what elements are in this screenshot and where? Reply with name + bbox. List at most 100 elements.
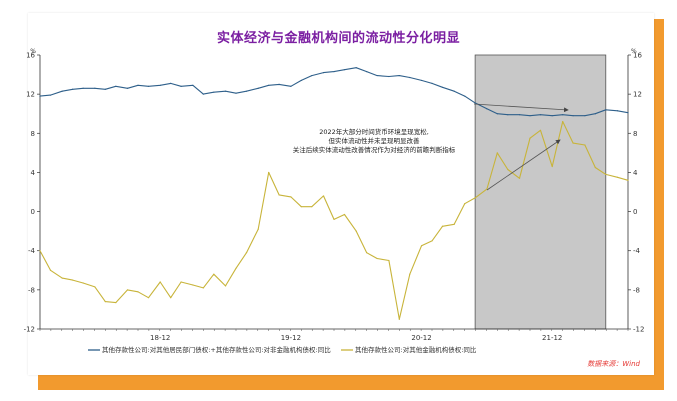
data-point [605, 173, 607, 175]
data-point [355, 67, 357, 69]
data-point [333, 71, 335, 73]
data-point [180, 281, 182, 283]
data-point [409, 76, 411, 79]
data-point [529, 115, 531, 117]
data-point [170, 82, 172, 84]
data-point [115, 301, 117, 304]
x-tick-label: 18-12 [150, 334, 170, 342]
data-point [49, 269, 52, 271]
data-point [126, 87, 129, 89]
y-tick-label-right: -4 [633, 247, 641, 255]
data-point [562, 114, 564, 116]
data-point [257, 87, 259, 89]
chart-title: 实体经济与金融机构间的流动性分化明显 [216, 31, 460, 46]
shaded-period [474, 54, 607, 330]
x-tick-label: 21-12 [542, 334, 562, 342]
data-point [486, 188, 488, 190]
data-point [300, 206, 302, 208]
y-tick-label-right: 8 [633, 130, 637, 138]
data-point [192, 84, 194, 86]
data-point [137, 291, 139, 293]
data-point [61, 90, 63, 92]
data-point [594, 113, 596, 115]
data-point [245, 252, 248, 254]
y-tick-label-right: 0 [633, 208, 637, 216]
data-point [584, 144, 586, 146]
y-tick-label-left: 16 [26, 52, 35, 60]
data-point [496, 152, 498, 154]
data-point [235, 92, 237, 94]
data-point [104, 88, 106, 90]
data-point [627, 179, 629, 181]
data-point [518, 177, 521, 179]
data-point [192, 284, 194, 286]
data-point [82, 282, 84, 284]
data-point [115, 85, 117, 87]
data-point [616, 110, 619, 112]
data-point [496, 113, 498, 115]
data-point [49, 94, 52, 96]
data-point [376, 74, 378, 77]
data-point [464, 203, 466, 205]
y-tick-label-left: -8 [28, 286, 35, 294]
data-point [202, 93, 204, 95]
data-point [300, 79, 302, 82]
data-point [376, 257, 378, 260]
y-tick-label-left: -12 [24, 326, 35, 334]
data-point [529, 137, 531, 139]
legend-label-2: 其他存款性公司:对其他金融机构债权:同比 [355, 345, 477, 354]
data-point [290, 196, 292, 198]
data-point [572, 115, 574, 117]
data-point [159, 84, 161, 86]
data-point [398, 74, 400, 77]
data-point [594, 166, 596, 169]
data-point [147, 297, 150, 299]
data-point [474, 102, 476, 104]
trend-arrow-upper [473, 103, 569, 113]
data-point [551, 115, 553, 117]
y-tick-label-left: 8 [31, 130, 35, 138]
y-tick-label-right: 12 [633, 91, 642, 99]
data-point [278, 194, 280, 196]
data-point [605, 109, 607, 111]
data-point [562, 120, 564, 123]
data-point [104, 301, 106, 303]
data-point [409, 273, 411, 275]
data-point [290, 85, 292, 87]
data-point [72, 88, 74, 90]
data-point [235, 267, 237, 269]
data-point [539, 114, 542, 116]
annotation-line: 关注后续实体流动性改善情况作为对经济的前瞻判断指标 [293, 145, 456, 154]
annotation-line: 2022年大部分时间货币环境呈现宽松, [319, 127, 429, 136]
data-point [159, 281, 161, 283]
data-point [61, 277, 63, 279]
data-point [453, 223, 455, 225]
y-tick-label-left: 4 [31, 169, 36, 177]
data-point [322, 72, 325, 74]
legend-label-1: 其他存款性公司:对其他居民部门债权:+其他存款性公司:对非金融机构债权:同比 [102, 345, 331, 354]
y-tick-label-right: -12 [633, 326, 644, 334]
data-point [224, 90, 227, 92]
data-point [180, 85, 182, 87]
trend-arrow-lower [486, 139, 561, 191]
data-point [486, 108, 488, 110]
data-point [213, 273, 215, 275]
data-point [343, 213, 346, 216]
data-point [333, 218, 335, 220]
data-point [278, 83, 280, 85]
y-tick-label-right: -8 [633, 286, 640, 294]
data-point [213, 91, 215, 93]
data-point [343, 69, 346, 71]
data-point [224, 285, 227, 287]
data-point [453, 90, 455, 92]
data-point [94, 87, 96, 89]
x-tick-label: 19-12 [281, 334, 301, 342]
data-point [268, 171, 270, 174]
data-point [627, 112, 629, 114]
data-point [257, 228, 259, 230]
data-point [39, 250, 41, 252]
data-point [572, 142, 574, 144]
y-tick-label-left: 12 [26, 91, 35, 99]
data-point [420, 245, 423, 247]
